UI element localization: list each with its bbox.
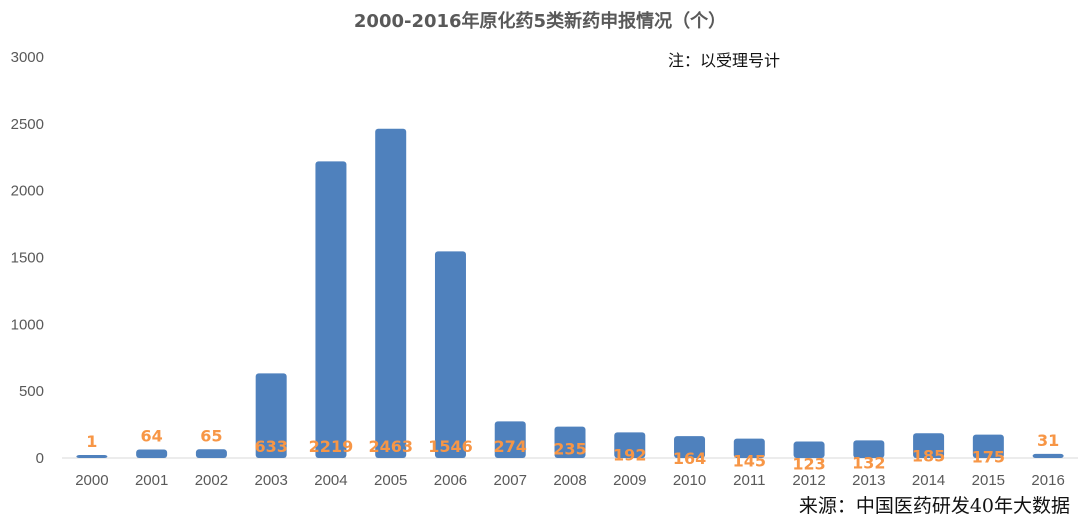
bar: [136, 449, 168, 458]
y-tick-label: 0: [36, 450, 44, 467]
data-label: 123: [792, 455, 825, 474]
x-tick-label: 2014: [912, 472, 945, 489]
x-tick-label: 2009: [613, 472, 646, 489]
data-label: 64: [141, 426, 163, 445]
y-tick-label: 500: [19, 383, 44, 400]
data-label: 1: [86, 432, 97, 451]
x-tick-label: 2007: [494, 472, 527, 489]
x-tick-label: 2005: [374, 472, 407, 489]
data-label: 65: [200, 426, 222, 445]
data-label: 192: [613, 445, 646, 464]
bar: [674, 436, 706, 458]
bar: [554, 426, 586, 458]
bar: [315, 161, 347, 458]
bar: [195, 449, 227, 458]
x-tick-label: 2000: [75, 472, 108, 489]
chart-note: 注：以受理号计: [668, 51, 780, 70]
data-label: 2463: [368, 437, 413, 456]
data-label: 2219: [309, 437, 354, 456]
data-label: 175: [972, 448, 1005, 467]
x-tick-label: 2016: [1031, 472, 1064, 489]
y-tick-label: 2500: [11, 116, 44, 133]
x-axis-ticks: 2000 2001 2002 2003 2004 2005 2006 2007 2008 2009…: [75, 472, 1065, 489]
x-tick-label: 2013: [852, 472, 885, 489]
bar: [614, 432, 646, 458]
data-label: 274: [494, 437, 527, 456]
x-tick-label: 2003: [254, 472, 287, 489]
x-tick-label: 2012: [792, 472, 825, 489]
data-label: 1546: [428, 437, 473, 456]
data-label: 633: [254, 437, 287, 456]
chart-source: 来源：中国医药研发40年大数据: [799, 495, 1070, 517]
bar: [853, 440, 885, 458]
bar: [494, 421, 526, 458]
bar: [913, 433, 945, 458]
data-label: 235: [553, 440, 586, 459]
data-label: 145: [733, 452, 766, 471]
x-tick-label: 2008: [553, 472, 586, 489]
y-tick-label: 3000: [11, 49, 44, 66]
data-label: 132: [852, 453, 885, 472]
y-tick-label: 2000: [11, 183, 44, 200]
bar: [793, 441, 825, 458]
x-tick-label: 2015: [972, 472, 1005, 489]
bar: [76, 455, 108, 458]
bar: [733, 438, 765, 458]
bar: [1032, 453, 1064, 458]
x-tick-label: 2010: [673, 472, 706, 489]
x-tick-label: 2006: [434, 472, 467, 489]
data-label: 185: [912, 446, 945, 465]
bars: [76, 128, 1064, 459]
y-axis-ticks: 0 500 1000 1500 2000 2500 3000: [11, 49, 44, 467]
x-tick-label: 2001: [135, 472, 168, 489]
x-tick-label: 2004: [314, 472, 347, 489]
data-label: 31: [1037, 431, 1059, 450]
chart-title: 2000-2016年原化药5类新药申报情况（个）: [354, 10, 726, 32]
x-tick-label: 2011: [733, 472, 765, 489]
bar: [972, 434, 1004, 458]
bar: [255, 373, 287, 458]
x-tick-label: 2002: [195, 472, 228, 489]
bar: [434, 251, 466, 458]
bar: [375, 128, 407, 459]
data-label: 164: [673, 449, 706, 468]
y-tick-label: 1000: [11, 316, 44, 333]
y-tick-label: 1500: [11, 250, 44, 267]
